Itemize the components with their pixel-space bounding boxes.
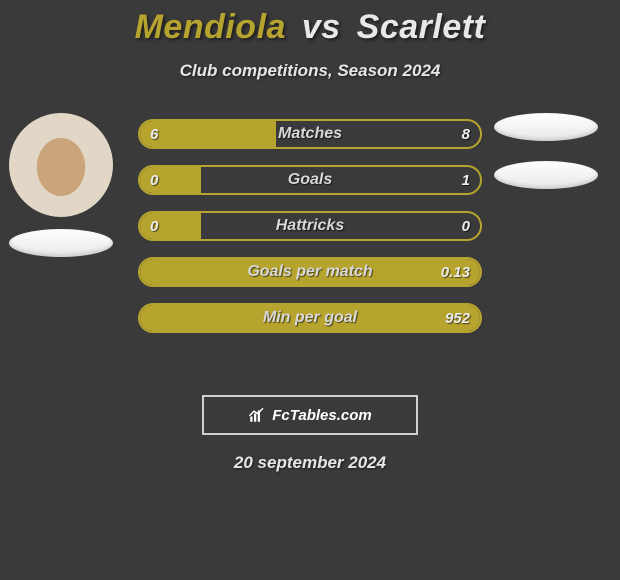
- source-logo-box: FcTables.com: [202, 395, 418, 435]
- stat-bar-fill: [140, 121, 276, 147]
- stat-bar-fill: [140, 305, 480, 331]
- stat-bar-track: [138, 211, 482, 241]
- player1-name: Mendiola: [135, 8, 286, 46]
- player2-flag-2: [494, 161, 598, 189]
- stat-bar-track: [138, 303, 482, 333]
- stat-bar-track: [138, 119, 482, 149]
- stat-row: Hattricks00: [138, 211, 482, 241]
- stat-bar-fill: [140, 213, 201, 239]
- stat-row: Min per goal952: [138, 303, 482, 333]
- player1-flag: [9, 229, 113, 257]
- stat-bar-fill: [140, 259, 480, 285]
- stat-bar-fill: [140, 167, 201, 193]
- player2-column: [493, 113, 598, 189]
- player2-flag-1: [494, 113, 598, 141]
- stat-bars: Matches68 Goals01 Hattricks00 Goals per mat…: [138, 119, 482, 349]
- stat-bar-track: [138, 165, 482, 195]
- comparison-arena: Matches68 Goals01 Hattricks00 Goals per mat…: [0, 119, 620, 379]
- chart-bar-icon: [248, 406, 266, 424]
- vs-text: vs: [302, 8, 341, 46]
- player1-avatar: [9, 113, 113, 217]
- stat-row: Matches68: [138, 119, 482, 149]
- stat-row: Goals per match0.13: [138, 257, 482, 287]
- subtitle: Club competitions, Season 2024: [0, 61, 620, 81]
- comparison-card: Mendiola vs Scarlett Club competitions, …: [0, 0, 620, 473]
- date-text: 20 september 2024: [0, 453, 620, 473]
- stat-bar-track: [138, 257, 482, 287]
- player1-column: [8, 113, 113, 257]
- stat-row: Goals01: [138, 165, 482, 195]
- page-title: Mendiola vs Scarlett: [0, 8, 620, 47]
- source-logo-text: FcTables.com: [272, 407, 371, 424]
- player2-name: Scarlett: [357, 8, 486, 46]
